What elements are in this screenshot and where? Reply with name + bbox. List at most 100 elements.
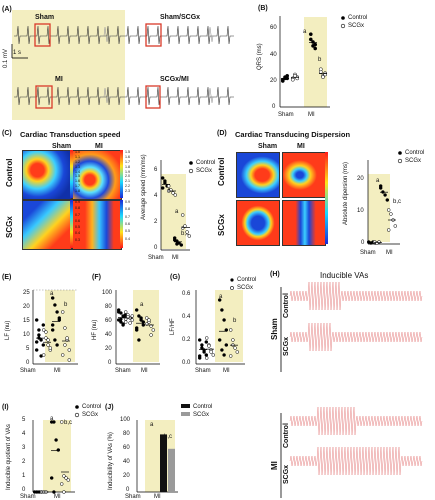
legend-scgx: SCGx xyxy=(405,158,422,164)
data-point xyxy=(209,350,213,354)
data-point xyxy=(57,316,62,320)
data-point xyxy=(49,476,54,480)
ytick: 60 xyxy=(270,25,277,31)
data-point xyxy=(37,333,41,337)
data-point xyxy=(235,350,240,354)
xtick: Sham xyxy=(115,368,131,374)
sig-a: a xyxy=(175,209,179,215)
data-point xyxy=(175,242,179,246)
data-point xyxy=(50,296,55,300)
xtick: MI xyxy=(223,368,230,374)
ytick: 80 xyxy=(105,304,112,310)
data-point xyxy=(197,354,202,358)
colorbar xyxy=(70,200,73,248)
sig-a: a xyxy=(50,416,54,422)
xtick: MI xyxy=(172,255,179,261)
ecg-beat xyxy=(100,87,112,104)
colorbar-tick: 1.7 xyxy=(75,184,80,189)
data-point xyxy=(64,476,68,480)
col-mi: MI xyxy=(95,143,103,150)
data-point xyxy=(34,318,39,322)
colorbar-tick: 0.5 xyxy=(125,229,130,234)
data-point xyxy=(50,328,55,332)
data-point xyxy=(393,224,398,228)
panel-d-label: (D) xyxy=(217,130,227,137)
panel-h-title: Inducible VAs xyxy=(320,271,369,280)
data-point xyxy=(147,318,151,322)
data-point xyxy=(54,438,58,442)
data-point xyxy=(228,328,233,332)
panel-e-label: (E) xyxy=(2,274,12,281)
ytick: 40 xyxy=(270,52,277,58)
data-point xyxy=(308,37,313,42)
ytick: 20 xyxy=(357,176,364,182)
ytick: 60 xyxy=(105,318,112,324)
highlight-box xyxy=(145,23,162,47)
data-point xyxy=(41,323,46,327)
legend-scgx-swatch xyxy=(181,412,190,416)
colorbar-tick: 2.2 xyxy=(125,184,130,189)
data-point xyxy=(52,420,56,424)
data-point xyxy=(231,338,235,342)
ytick: 0.6 xyxy=(182,291,191,297)
data-point xyxy=(41,343,46,347)
ytick: 0 xyxy=(154,245,158,251)
legend-scgx-marker xyxy=(340,23,346,29)
colorbar-tick: 1.1 xyxy=(75,154,80,159)
data-point xyxy=(55,310,59,314)
xtick: Sham xyxy=(20,368,36,374)
colorbar-tick: 0.7 xyxy=(125,214,130,219)
colorbar-tick: 1.2 xyxy=(75,159,80,164)
data-point xyxy=(134,326,139,330)
data-point xyxy=(59,420,64,424)
ytick: 5 xyxy=(22,417,26,423)
data-point xyxy=(187,234,192,238)
bar xyxy=(168,448,175,492)
panel-b-label: (B) xyxy=(258,5,268,12)
panel-c-bg xyxy=(161,174,186,249)
data-point xyxy=(163,179,167,183)
data-point xyxy=(62,490,66,494)
panel-c-label: (C) xyxy=(2,130,12,137)
colorbar-tick: 1.3 xyxy=(75,164,80,169)
ytick: 20 xyxy=(270,78,277,84)
colorbar-tick: 0.8 xyxy=(75,206,80,211)
data-point xyxy=(53,338,57,342)
panel-g-bg xyxy=(215,290,243,362)
ytick: 20 xyxy=(23,304,30,310)
colorbar-tick: 1.6 xyxy=(125,154,130,159)
data-point xyxy=(321,75,325,79)
sig-a: a xyxy=(376,178,380,184)
data-point xyxy=(217,298,222,302)
colorbar-tick: 0.6 xyxy=(75,218,80,223)
ytick: 0.2 xyxy=(182,337,191,343)
data-point xyxy=(137,314,141,318)
data-point xyxy=(204,340,209,344)
ytick: 100 xyxy=(102,290,113,296)
colorbar-tick: 0.3 xyxy=(75,237,80,242)
ytick: 40 xyxy=(105,332,112,338)
heatmap-sham-scgx xyxy=(236,200,280,246)
data-point xyxy=(318,67,323,72)
colorbar-tick: 1.7 xyxy=(125,159,130,164)
panel-d-title: Cardiac Transducing Dispersion xyxy=(235,130,351,139)
ecg-beat xyxy=(205,26,217,43)
data-point xyxy=(386,228,391,232)
xtick: Sham xyxy=(360,250,376,256)
sig-a: a xyxy=(140,302,144,308)
legend-control: Control xyxy=(348,15,368,21)
colorbar-tick: 0.8 xyxy=(125,207,130,212)
legend-control: Control xyxy=(405,150,425,156)
panel-i-bg xyxy=(43,420,71,492)
ytick: 100 xyxy=(120,417,131,423)
data-point xyxy=(41,328,46,332)
ytick: 2 xyxy=(22,459,26,465)
panel-a-bg xyxy=(12,10,125,120)
highlight-box xyxy=(145,85,161,109)
ytick: 10 xyxy=(23,332,30,338)
